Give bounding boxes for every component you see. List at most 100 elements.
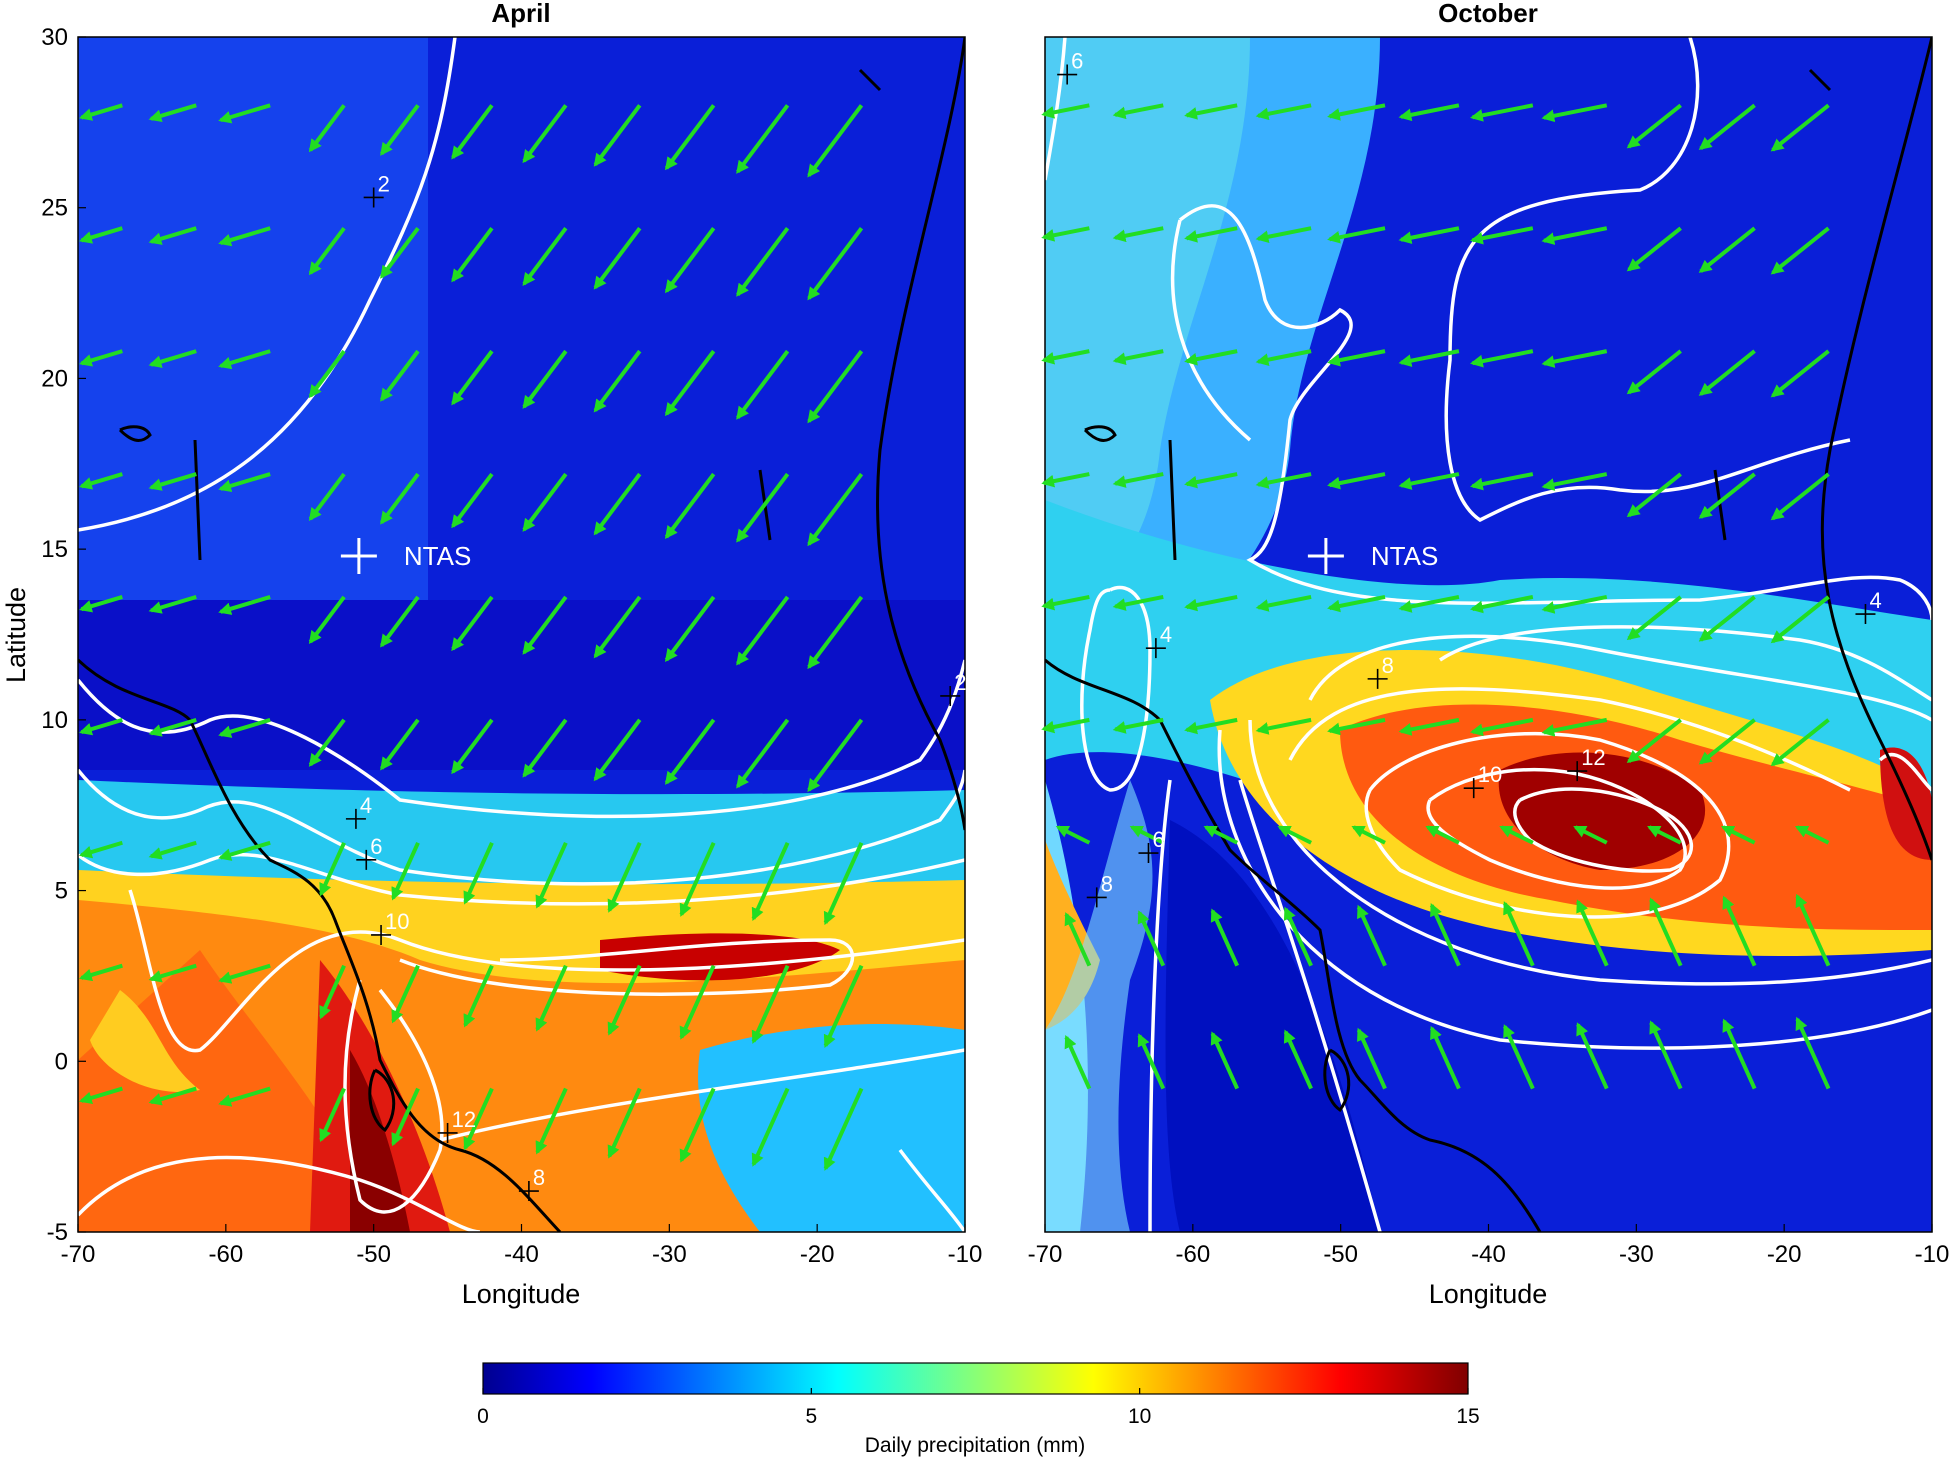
- colorbar-tick-label: 10: [1128, 1405, 1151, 1428]
- x-tick-label: -20: [800, 1241, 835, 1268]
- wind-arrow: [1470, 717, 1534, 737]
- y-tick-label: -5: [47, 1219, 68, 1246]
- wind-arrow: [78, 226, 123, 244]
- wind-arrow: [736, 104, 790, 174]
- wind-arrow: [751, 1087, 790, 1167]
- x-tick-label: -50: [356, 1241, 391, 1268]
- wind-arrow: [308, 104, 346, 153]
- wind-arrow: [218, 103, 271, 124]
- x-ticks: -70 -60 -50 -40 -30 -20 -10: [61, 1224, 983, 1268]
- wind-arrow: [463, 841, 494, 905]
- wind-arrow: [1698, 349, 1756, 396]
- contour-label-marker: [1086, 887, 1107, 908]
- wind-arrow: [1255, 594, 1312, 612]
- x-axis-label: Longitude: [1429, 1279, 1548, 1309]
- wind-arrow: [1041, 349, 1090, 365]
- contour-label-marker: [371, 924, 392, 945]
- contour-label: 4: [1869, 588, 1881, 613]
- wind-arrow: [451, 472, 494, 529]
- wind-arrow: [78, 840, 123, 859]
- wind-arrow: [593, 104, 642, 167]
- wind-arrow: [1503, 1024, 1535, 1090]
- wind-arrow: [1327, 226, 1386, 244]
- colorbar-tick-label: 5: [805, 1405, 817, 1428]
- wind-arrow: [1398, 594, 1460, 613]
- wind-arrow: [1112, 349, 1164, 365]
- y-tick-label: 20: [41, 365, 68, 392]
- wind-arrow: [1698, 595, 1756, 642]
- wind-arrow: [1541, 717, 1608, 737]
- contour-label: 12: [1581, 745, 1605, 770]
- wind-arrow: [664, 226, 716, 294]
- contour-label-marker: [363, 187, 384, 208]
- contour-label: 8: [1101, 871, 1113, 896]
- wind-arrow: [1541, 594, 1608, 614]
- wind-arrow: [218, 472, 271, 493]
- colorbar-gradient: [482, 1362, 1469, 1395]
- contour-label: 10: [1478, 762, 1502, 787]
- wind-arrow: [679, 841, 716, 917]
- wind-arrow: [1184, 717, 1238, 735]
- wind-arrow: [78, 963, 123, 982]
- contour-labels: 2 2 4 6 10 12 8: [345, 171, 966, 1202]
- wind-arrow: [1112, 226, 1164, 243]
- wind-arrow: [1770, 595, 1830, 644]
- wind-arrow: [78, 1086, 123, 1105]
- x-tick-label: -70: [61, 1241, 96, 1268]
- wind-arrow: [1327, 472, 1386, 490]
- wind-arrow: [736, 472, 790, 543]
- contour-label: 2: [378, 171, 390, 196]
- wind-arrow: [807, 595, 864, 670]
- contour-label-marker: [1463, 778, 1484, 799]
- contour-label: 6: [1152, 827, 1164, 852]
- wind-arrow: [1351, 825, 1386, 845]
- wind-arrow: [736, 226, 790, 297]
- wind-arrow: [148, 472, 197, 491]
- contour-label: 10: [385, 909, 409, 934]
- wind-arrow: [807, 718, 864, 793]
- wind-arrow: [664, 595, 716, 662]
- y-tick-label: 30: [41, 24, 68, 51]
- wind-arrow: [1722, 1018, 1757, 1090]
- wind-arrow: [1470, 472, 1534, 491]
- wind-arrow: [308, 472, 346, 522]
- x-tick-label: -10: [948, 1241, 983, 1268]
- wind-arrow: [679, 964, 716, 1040]
- wind-arrow: [1626, 595, 1682, 641]
- wind-arrow: [1327, 717, 1386, 736]
- precipitation-heatmap: [78, 37, 965, 1232]
- wind-arrow: [308, 595, 346, 644]
- wind-arrow: [148, 840, 197, 860]
- y-tick-label: 25: [41, 195, 68, 222]
- wind-arrow: [1470, 349, 1534, 368]
- contour-label: 2: [954, 670, 966, 695]
- wind-arrow: [463, 1087, 494, 1151]
- wind-arrow: [148, 349, 197, 368]
- y-tick-label: 5: [55, 878, 68, 905]
- wind-arrow: [451, 718, 494, 775]
- wind-arrow: [78, 103, 123, 121]
- wind-arrow: [1626, 349, 1682, 395]
- x-tick-label: -60: [208, 1241, 243, 1268]
- wind-arrow: [379, 104, 420, 156]
- wind-arrow: [218, 1086, 271, 1107]
- wind-arrow: [1721, 825, 1756, 845]
- ntas-cross: [1307, 537, 1344, 574]
- wind-arrow: [308, 718, 346, 767]
- ntas-label: NTAS: [1371, 541, 1438, 571]
- wind-arrow: [1425, 825, 1460, 845]
- wind-arrow: [148, 1086, 197, 1106]
- wind-arrow: [1041, 226, 1090, 242]
- wind-arrow: [522, 595, 568, 655]
- wind-arrow: [807, 104, 864, 178]
- wind-arrow: [1499, 825, 1534, 845]
- contour-label: 6: [370, 834, 382, 859]
- wind-arrow: [1626, 472, 1682, 518]
- contour-label: 12: [452, 1107, 476, 1132]
- wind-arrow: [522, 349, 568, 409]
- wind-arrow: [1184, 472, 1238, 489]
- wind-arrow: [1327, 349, 1386, 367]
- wind-arrow: [1041, 103, 1090, 119]
- wind-arrow: [379, 226, 420, 279]
- wind-arrow: [1398, 226, 1460, 245]
